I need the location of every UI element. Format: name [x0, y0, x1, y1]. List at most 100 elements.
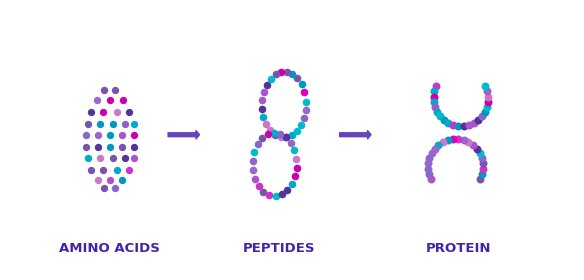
Point: [120, 122, 130, 126]
Point: [270, 132, 280, 137]
Point: [271, 194, 280, 198]
Point: [83, 156, 92, 161]
Point: [478, 166, 488, 171]
Point: [432, 110, 442, 114]
Point: [259, 90, 268, 94]
Point: [292, 157, 301, 161]
Point: [301, 108, 311, 112]
Point: [429, 94, 438, 99]
Point: [464, 140, 473, 144]
Point: [430, 105, 439, 109]
Point: [290, 148, 299, 152]
Point: [105, 145, 114, 149]
Point: [468, 143, 478, 147]
Point: [111, 185, 120, 190]
Point: [439, 118, 449, 122]
Point: [454, 124, 463, 129]
Point: [469, 121, 478, 125]
Point: [475, 151, 484, 155]
Point: [454, 137, 463, 141]
Point: [263, 132, 273, 136]
Point: [459, 124, 468, 129]
Point: [301, 99, 311, 104]
Point: [430, 146, 439, 151]
Point: [288, 72, 297, 76]
Point: [484, 94, 493, 99]
Point: [265, 193, 274, 197]
Point: [287, 182, 297, 186]
Point: [81, 145, 90, 149]
Point: [83, 122, 92, 126]
Point: [477, 114, 486, 119]
Point: [282, 70, 291, 74]
Point: [478, 161, 488, 165]
Point: [426, 177, 436, 181]
Point: [262, 122, 271, 126]
Point: [477, 172, 486, 176]
Point: [105, 177, 114, 182]
Point: [111, 88, 120, 92]
Point: [277, 192, 286, 197]
Point: [432, 84, 441, 88]
Point: [474, 118, 483, 122]
Point: [93, 145, 102, 149]
Point: [449, 137, 458, 141]
Point: [130, 133, 139, 137]
Point: [95, 122, 105, 126]
Point: [283, 188, 292, 192]
Point: [254, 184, 263, 188]
Point: [117, 177, 127, 182]
Point: [297, 82, 306, 87]
Point: [112, 168, 121, 172]
Text: PEPTIDES: PEPTIDES: [242, 242, 315, 255]
Point: [86, 168, 96, 172]
Point: [480, 110, 489, 114]
Point: [248, 168, 258, 172]
Point: [99, 168, 108, 172]
Point: [423, 161, 433, 165]
Point: [100, 185, 109, 190]
Point: [276, 70, 286, 74]
Point: [117, 133, 127, 137]
Point: [262, 82, 271, 87]
Point: [423, 166, 433, 171]
Point: [300, 116, 309, 120]
Point: [429, 100, 438, 104]
Point: [482, 105, 492, 109]
Point: [287, 133, 297, 137]
Point: [124, 168, 133, 172]
Point: [100, 88, 109, 92]
Point: [250, 176, 259, 181]
Point: [290, 174, 300, 179]
Point: [105, 133, 114, 137]
Point: [443, 138, 453, 142]
Point: [259, 115, 268, 119]
Point: [481, 84, 490, 88]
Text: PROTEIN: PROTEIN: [426, 242, 491, 255]
Point: [276, 131, 285, 136]
Point: [438, 140, 447, 144]
Point: [286, 141, 296, 145]
Point: [459, 138, 468, 142]
Point: [430, 89, 439, 94]
Point: [258, 98, 267, 102]
Point: [292, 165, 301, 170]
Point: [124, 110, 133, 114]
Point: [293, 76, 302, 81]
Point: [472, 146, 481, 151]
Point: [108, 156, 117, 161]
Point: [93, 177, 102, 182]
Point: [258, 136, 267, 140]
Point: [259, 189, 268, 194]
Point: [300, 89, 309, 94]
Point: [99, 110, 108, 114]
Point: [258, 106, 267, 111]
Point: [269, 130, 279, 135]
Point: [435, 114, 444, 119]
Point: [482, 89, 492, 94]
Point: [434, 143, 443, 147]
Point: [266, 76, 275, 81]
Point: [105, 98, 114, 103]
Point: [425, 156, 434, 160]
Point: [86, 110, 96, 114]
